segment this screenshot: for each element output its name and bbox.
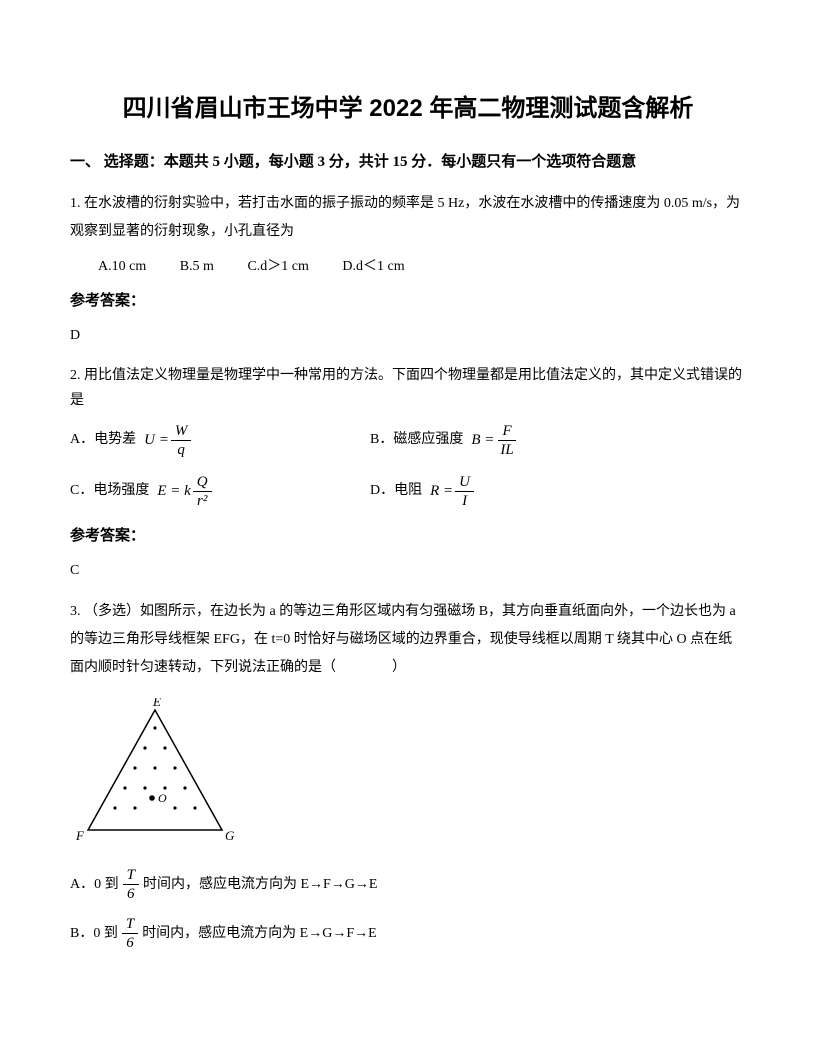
q2-c-lhs: E = k (157, 479, 190, 503)
q3-optA-den: 6 (123, 885, 139, 903)
q3-optA-pre: A．0 到 (70, 874, 119, 896)
triangle-label-E: E (152, 698, 161, 709)
q2-b-lhs: B = (471, 428, 494, 452)
q2-text: 2. 用比值法定义物理量是物理学中一种常用的方法。下面四个物理量都是用比值法定义… (70, 363, 746, 413)
q1-options: A.10 cm B.5 m C.d＞1 cm D.d＜1 cm (98, 256, 746, 278)
q3-optB-den: 6 (122, 934, 138, 952)
q1-answer-label: 参考答案： (70, 289, 746, 313)
q2-row2: C．电场强度 E = k Q r² D．电阻 R = U I (70, 473, 746, 510)
q2-c-num: Q (193, 473, 212, 492)
q2-a-formula: U = W q (144, 422, 193, 459)
q2-a-label: A．电势差 (70, 429, 136, 451)
q2-d-den: I (458, 492, 471, 510)
q3-optB: B．0 到 T 6 时间内，感应电流方向为 E→G→F→E (70, 915, 746, 952)
section-header: 一、 选择题：本题共 5 小题，每小题 3 分，共计 15 分．每小题只有一个选… (70, 150, 746, 174)
q1-optB: B.5 m (180, 259, 214, 274)
q2-d-lhs: R = (430, 479, 453, 503)
q2-c-formula: E = k Q r² (157, 473, 213, 510)
q3-optB-frac: T 6 (122, 915, 138, 952)
q2-d-label: D．电阻 (370, 480, 422, 502)
q2-b-num: F (498, 422, 515, 441)
q2-a-frac: W q (171, 422, 192, 459)
q1-optD: D.d＜1 cm (342, 259, 404, 274)
q3-optA: A．0 到 T 6 时间内，感应电流方向为 E→F→G→E (70, 866, 746, 903)
q2-b-den: IL (496, 441, 517, 459)
q2-d-num: U (455, 473, 474, 492)
q1-answer: D (70, 325, 746, 347)
triangle-label-O: O (158, 791, 167, 805)
q3-optB-pre: B．0 到 (70, 923, 118, 945)
q3-optA-num: T (123, 866, 139, 885)
triangle-label-G: G (225, 828, 235, 843)
q2-d-formula: R = U I (430, 473, 476, 510)
q2-a-lhs: U = (144, 428, 169, 452)
q2-row1: A．电势差 U = W q B．磁感应强度 B = F IL (70, 422, 746, 459)
q2-colB: B．磁感应强度 B = F IL (370, 422, 670, 459)
q2-b-label: B．磁感应强度 (370, 429, 463, 451)
q2-d-frac: U I (455, 473, 474, 510)
triangle-label-F: F (75, 828, 85, 843)
q2-b-formula: B = F IL (471, 422, 519, 459)
q2-c-den: r² (193, 492, 211, 510)
q2-a-den: q (173, 441, 189, 459)
q3-optA-post: 时间内，感应电流方向为 E→F→G→E (143, 874, 378, 896)
q2-answer-label: 参考答案： (70, 524, 746, 548)
q3-optA-frac: T 6 (123, 866, 139, 903)
q1-optA: A.10 cm (98, 259, 146, 274)
q2-colD: D．电阻 R = U I (370, 473, 670, 510)
q2-colA: A．电势差 U = W q (70, 422, 370, 459)
q3-optB-post: 时间内，感应电流方向为 E→G→F→E (142, 923, 377, 945)
q3-text: 3. （多选）如图所示，在边长为 a 的等边三角形区域内有匀强磁场 B，其方向垂… (70, 598, 746, 682)
triangle-diagram: E F G O (70, 698, 245, 848)
q3-optB-num: T (122, 915, 138, 934)
q1-optC: C.d＞1 cm (247, 259, 308, 274)
q2-answer: C (70, 560, 746, 582)
q2-c-frac: Q r² (193, 473, 212, 510)
q2-a-num: W (171, 422, 192, 441)
q2-colC: C．电场强度 E = k Q r² (70, 473, 370, 510)
page-title: 四川省眉山市王场中学 2022 年高二物理测试题含解析 (70, 90, 746, 128)
q2-c-label: C．电场强度 (70, 480, 149, 502)
q2-b-frac: F IL (496, 422, 517, 459)
q1-text: 1. 在水波槽的衍射实验中，若打击水面的振子振动的频率是 5 Hz，水波在水波槽… (70, 190, 746, 246)
